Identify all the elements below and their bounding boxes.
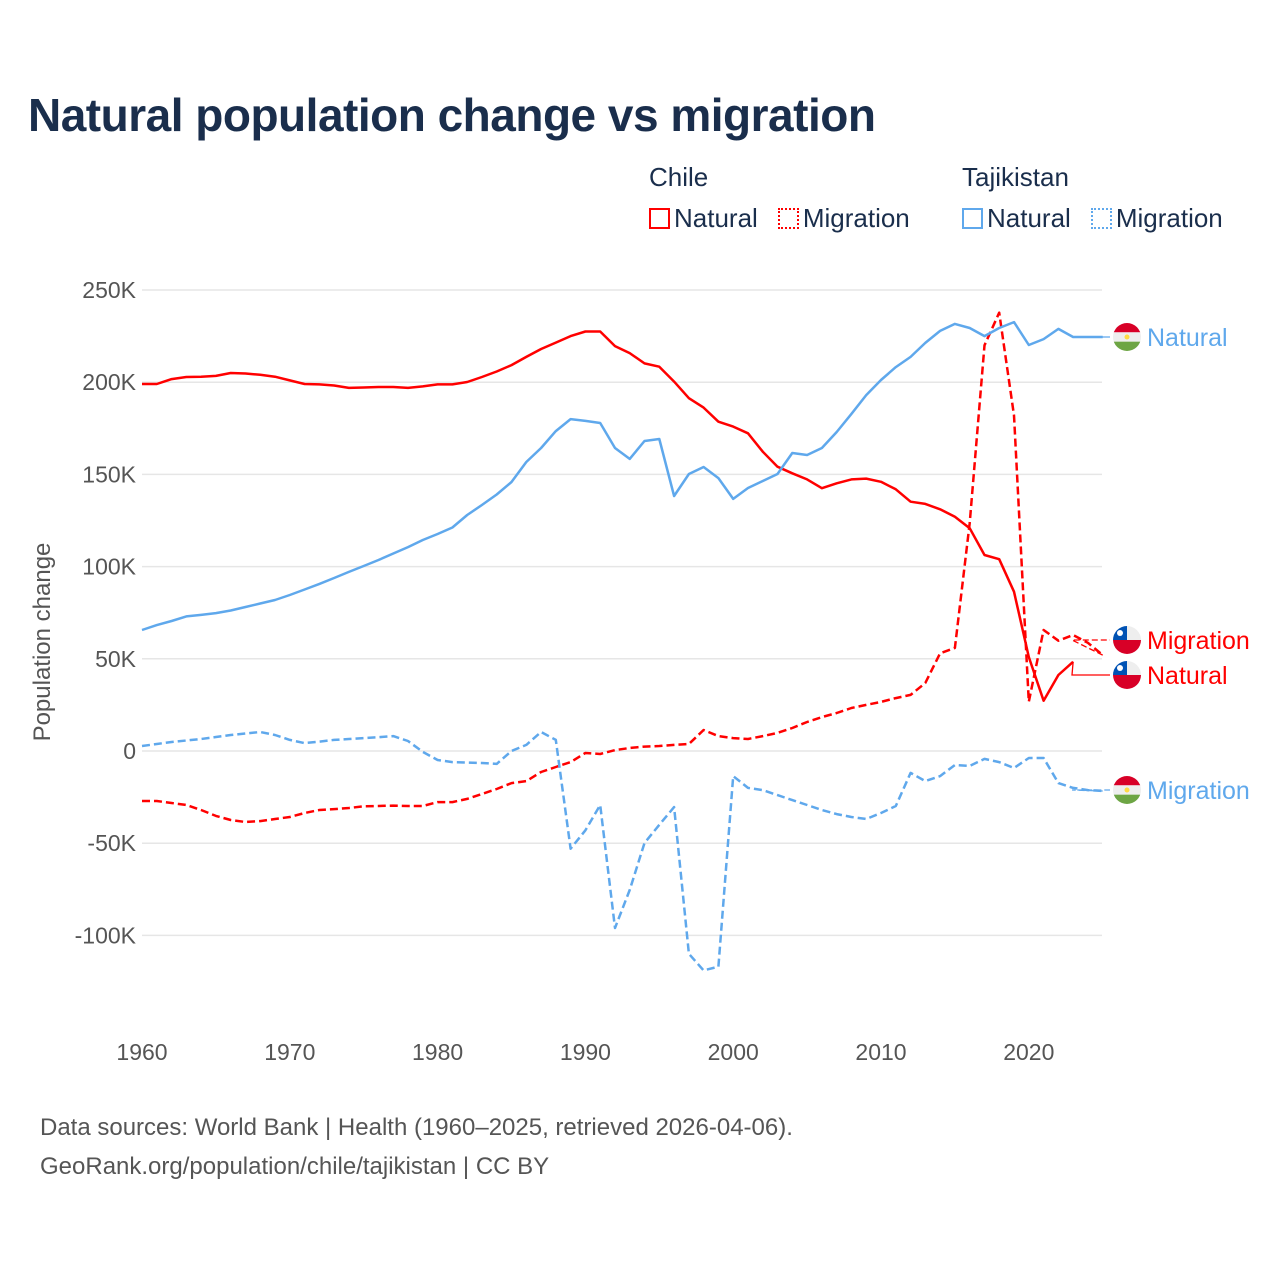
y-tick-label: 150K: [82, 461, 136, 487]
legend-label: Migration: [802, 203, 910, 233]
label-connector: [1071, 661, 1110, 676]
legend-item-tajikistan-natural[interactable]: Natural: [962, 203, 1071, 234]
end-label: Migration: [1147, 627, 1250, 655]
x-tick-label: 2010: [855, 1039, 906, 1065]
y-tick-label: 0: [123, 738, 136, 764]
y-axis-label: Population change: [29, 543, 56, 742]
attribution-link[interactable]: GeoRank.org/population/chile/tajikistan …: [40, 1153, 550, 1180]
end-label: Migration: [1147, 777, 1250, 805]
legend-group-tajikistan: Tajikistan Natural Migration: [962, 162, 1223, 234]
legend-group-label: Tajikistan: [962, 162, 1069, 192]
end-label: Natural: [1147, 662, 1228, 690]
label-connector: [1071, 789, 1110, 792]
series-line-chile-migration: [142, 311, 1104, 824]
x-tick-label: 1980: [412, 1039, 463, 1065]
y-tick-label: 100K: [82, 554, 136, 580]
tajikistan-flag-icon: [1113, 776, 1141, 804]
legend-swatch: [777, 208, 799, 229]
series-line-tajikistan-migration: [141, 730, 1103, 972]
legend-group-label: Chile: [649, 162, 709, 192]
legend-label: Natural: [674, 203, 758, 233]
legend-item-chile-migration[interactable]: Migration: [777, 203, 910, 234]
legend-item-tajikistan-migration[interactable]: Migration: [1090, 203, 1223, 234]
legend-item-chile-natural[interactable]: Natural: [649, 203, 758, 234]
y-tick-label: -100K: [75, 922, 137, 948]
x-tick-label: 2000: [708, 1039, 759, 1065]
y-tick-label: 200K: [82, 369, 136, 395]
end-label: Natural: [1147, 324, 1228, 352]
y-tick-label: 50K: [95, 646, 137, 672]
label-connector: [1071, 639, 1110, 656]
y-tick-label: -50K: [87, 830, 136, 856]
legend-swatch: [1090, 208, 1112, 229]
chart-title: Natural population change vs migration: [28, 89, 876, 141]
legend-swatch: [649, 208, 670, 229]
legend-label: Natural: [987, 203, 1071, 233]
footer: Data sources: World Bank | Health (1960–…: [40, 1108, 793, 1186]
x-tick-label: 1990: [560, 1039, 611, 1065]
tajikistan-flag-icon: [1113, 323, 1141, 351]
series-line-tajikistan-natural: [141, 320, 1103, 632]
x-tick-label: 2020: [1003, 1039, 1054, 1065]
x-tick-label: 1960: [116, 1039, 167, 1065]
series-line-chile-natural: [142, 330, 1074, 702]
source-text: Data sources: World Bank | Health (1960–…: [40, 1114, 793, 1141]
legend-swatch: [962, 208, 983, 229]
x-tick-label: 1970: [264, 1039, 315, 1065]
y-tick-label: 250K: [82, 277, 136, 303]
legend-label: Migration: [1115, 203, 1223, 233]
legend-group-chile: Chile Natural Migration: [649, 162, 910, 234]
chile-flag-icon: [1113, 661, 1141, 689]
chile-flag-icon: [1113, 626, 1141, 654]
